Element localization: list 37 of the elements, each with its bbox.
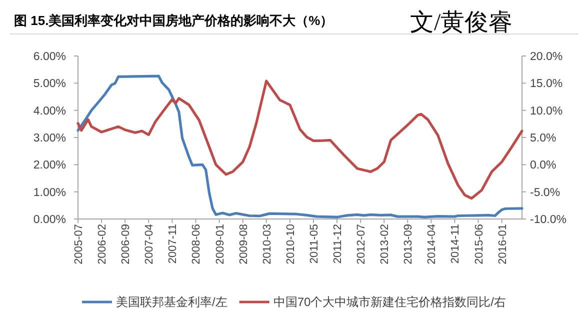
x-tick-label: 2013-02	[379, 224, 392, 264]
x-tick-label: 2016-01	[496, 224, 509, 264]
x-tick-label: 2009-01	[214, 224, 226, 264]
x-tick-label: 2005-07	[73, 224, 85, 264]
y2-tick-label: -5.0%	[530, 186, 560, 199]
x-tick-label: 2010-03	[261, 224, 274, 264]
x-tick-label: 2011-05	[308, 224, 320, 264]
y-tick-label: 2.00%	[33, 160, 66, 172]
y2-tick-label: 5.0%	[530, 132, 556, 144]
y2-tick-label: 15.0%	[530, 78, 563, 90]
x-tick-label: 2010-10	[284, 224, 297, 264]
text: 文/黄俊睿	[410, 9, 513, 36]
legend-label: 美国联邦基金利率/左	[116, 295, 228, 309]
x-tick-label: 2009-08	[238, 224, 250, 264]
x-tick-label: 2015-06	[473, 224, 486, 264]
y2-tick-label: 20.0%	[530, 51, 563, 63]
y-tick-label: 1.00%	[33, 186, 66, 199]
y2-tick-label: -10.0%	[530, 214, 566, 226]
x-tick-label: 2014-11	[450, 224, 462, 264]
x-tick-label: 2012-07	[356, 224, 368, 264]
y-tick-label: 3.00%	[33, 132, 66, 144]
y-tick-label: 5.00%	[33, 78, 66, 90]
y-tick-label: 0.00%	[33, 214, 66, 226]
y2-tick-label: 10.0%	[530, 105, 563, 118]
x-tick-label: 2008-06	[190, 224, 203, 264]
x-tick-label: 2007-04	[144, 224, 156, 264]
y-tick-label: 4.00%	[33, 105, 66, 118]
y2-tick-label: 0.0%	[530, 160, 556, 172]
x-tick-label: 2007-11	[167, 224, 180, 264]
x-tick-label: 2006-02	[96, 224, 109, 264]
legend-label: 中国70个大中城市新建住宅价格指数同比/右	[273, 295, 506, 309]
x-tick-label: 2014-04	[426, 224, 438, 264]
x-tick-label: 2013-09	[402, 224, 415, 264]
chart-title: 图 15.美国利率变化对中国房地产价格的影响不大（%）	[14, 13, 334, 28]
x-tick-label: 2006-09	[120, 224, 132, 264]
y-tick-label: 6.00%	[33, 51, 66, 63]
x-tick-label: 2011-12	[332, 224, 344, 264]
